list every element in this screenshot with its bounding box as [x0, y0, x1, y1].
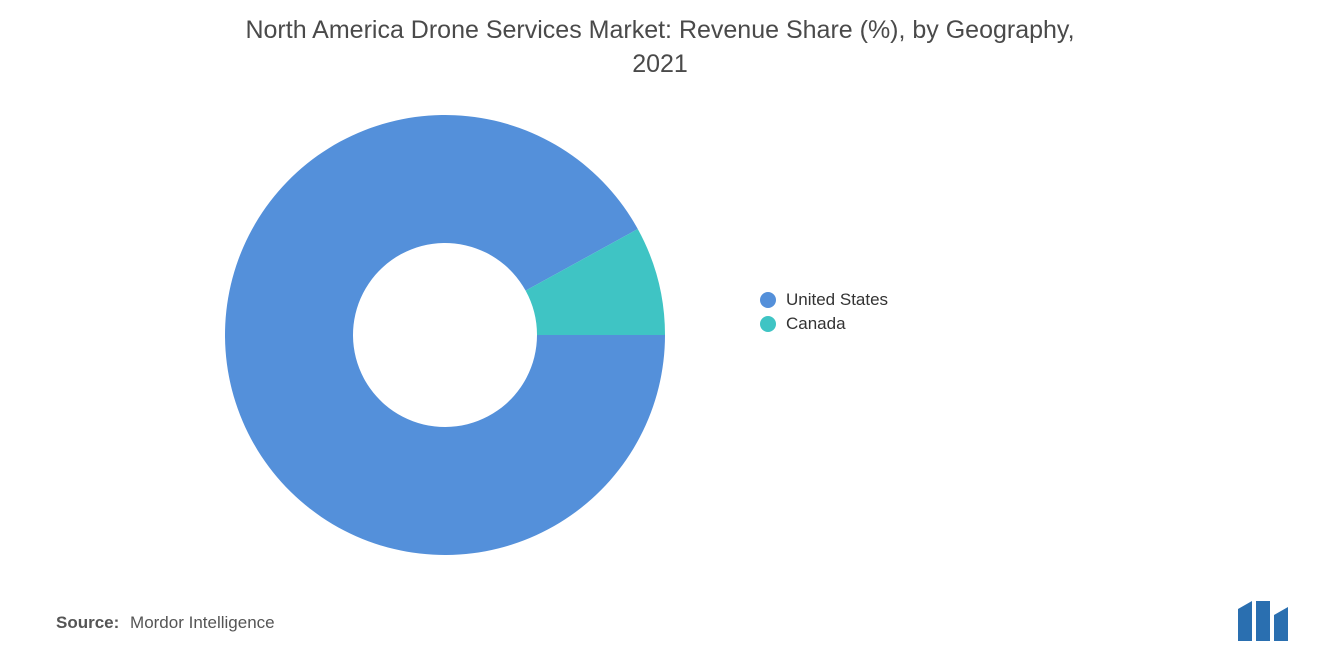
chart-title-line1: North America Drone Services Market: Rev…: [0, 14, 1320, 48]
legend-swatch-icon: [760, 316, 776, 332]
legend-item-canada: Canada: [760, 314, 888, 334]
brand-logo-icon: [1236, 597, 1292, 641]
legend-item-united-states: United States: [760, 290, 888, 310]
chart-area: United States Canada: [0, 100, 1320, 580]
legend: United States Canada: [760, 290, 888, 338]
chart-title-line2: 2021: [0, 48, 1320, 82]
source-label: Source:: [56, 613, 119, 632]
legend-label: United States: [786, 290, 888, 310]
legend-label: Canada: [786, 314, 846, 334]
legend-swatch-icon: [760, 292, 776, 308]
chart-title: North America Drone Services Market: Rev…: [0, 0, 1320, 82]
source-value: Mordor Intelligence: [130, 613, 275, 632]
source-line: Source: Mordor Intelligence: [56, 613, 275, 633]
chart-container: North America Drone Services Market: Rev…: [0, 0, 1320, 665]
donut-chart: [225, 115, 665, 555]
